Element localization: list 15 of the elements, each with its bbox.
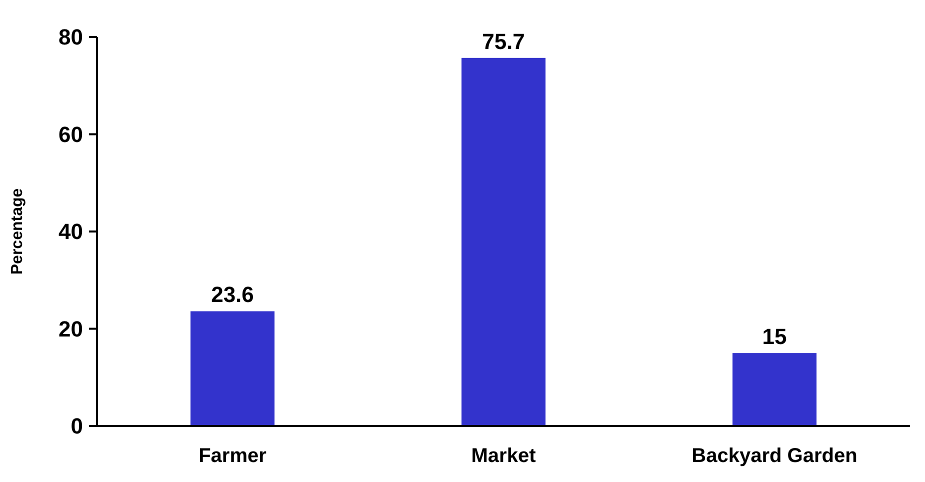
data-label: 15: [762, 324, 787, 350]
x-tick-label: Farmer: [198, 445, 267, 467]
y-tick-label: 60: [58, 122, 83, 147]
bar: [461, 58, 546, 426]
x-tick-label: Backyard Garden: [692, 445, 858, 467]
y-tick-label: 80: [58, 24, 83, 50]
bar: [190, 311, 275, 426]
bar: [732, 353, 817, 426]
data-label: 75.7: [482, 28, 525, 54]
data-label: 23.6: [211, 282, 254, 308]
y-tick-label: 20: [58, 316, 83, 342]
x-tick-label: Market: [471, 445, 536, 467]
y-axis-title: Percentage: [9, 188, 26, 275]
y-tick-label: 0: [70, 414, 83, 439]
y-tick-label: 40: [58, 219, 83, 244]
